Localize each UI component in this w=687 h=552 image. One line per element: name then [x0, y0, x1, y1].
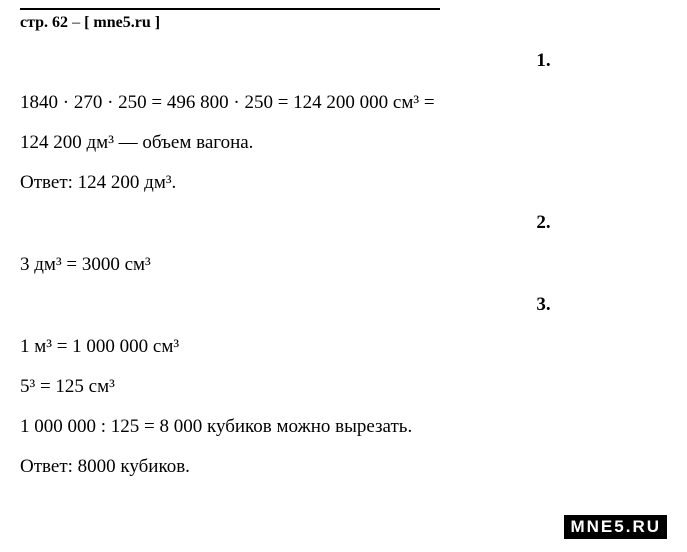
solution-line: Ответ: 124 200 дм³. — [20, 164, 667, 202]
solution-line: 1840 · 270 · 250 = 496 800 · 250 = 124 2… — [20, 84, 667, 122]
solution-line: Ответ: 8000 кубиков. — [20, 448, 667, 486]
solution-line: 3 дм³ = 3000 см³ — [20, 246, 667, 284]
solution-line: 1 000 000 : 125 = 8 000 кубиков можно вы… — [20, 408, 667, 446]
section-number: 2. — [20, 212, 667, 234]
section-number: 1. — [20, 50, 667, 72]
header-rule — [20, 8, 440, 10]
site-label: [ mne5.ru ] — [84, 14, 160, 31]
page-label: стр. 62 — [20, 14, 68, 31]
solution-line: 5³ = 125 см³ — [20, 368, 667, 406]
header-separator: – — [68, 14, 84, 31]
section-number: 3. — [20, 294, 667, 316]
watermark: MNE5.RU — [564, 515, 667, 539]
solution-line: 1 м³ = 1 000 000 см³ — [20, 328, 667, 366]
page-header: стр. 62 – [ mne5.ru ] — [20, 14, 667, 32]
solution-line: 124 200 дм³ — объем вагона. — [20, 124, 667, 162]
